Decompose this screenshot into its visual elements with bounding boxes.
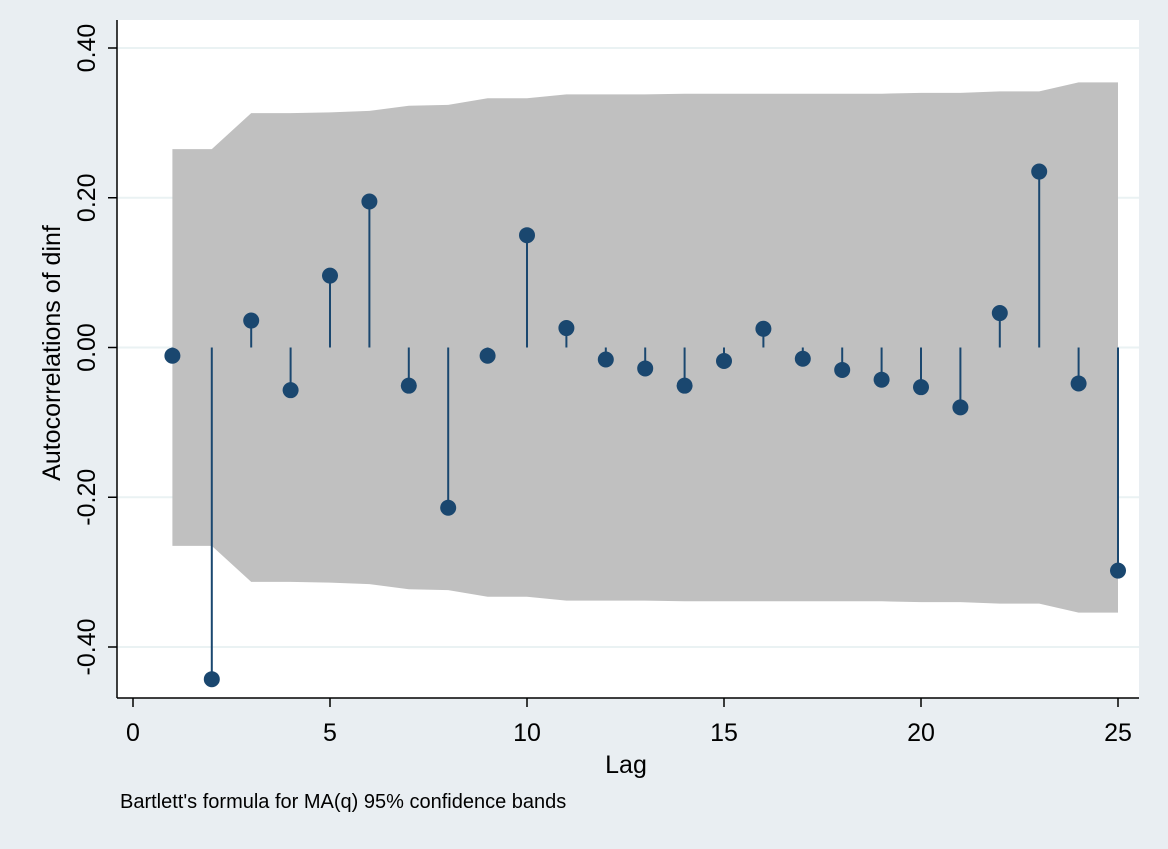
acf-point [558, 320, 575, 337]
acf-point [873, 371, 890, 388]
acf-point [676, 377, 693, 394]
y-ticks: -0.40 -0.20 0.00 0.20 0.40 [73, 24, 117, 676]
x-tick-label: 10 [513, 719, 541, 747]
markers [164, 163, 1126, 688]
acf-point [164, 347, 181, 364]
acf-point [637, 360, 654, 377]
y-axis-title: Autocorrelations of dinf [38, 225, 66, 481]
y-tick-label: 0.00 [73, 323, 101, 372]
chart-note: Bartlett's formula for MA(q) 95% confide… [120, 791, 566, 813]
x-tick-label: 15 [710, 719, 738, 747]
acf-point [440, 499, 457, 516]
acf-point [322, 267, 338, 284]
acf-point [203, 671, 220, 688]
acf-point [243, 312, 260, 329]
x-tick-label: 5 [323, 719, 337, 747]
acf-point [519, 227, 535, 244]
x-tick-label: 25 [1104, 719, 1132, 747]
x-tick-label: 0 [126, 719, 140, 747]
acf-point [913, 379, 929, 396]
acf-point [794, 350, 811, 367]
acf-point [1110, 562, 1126, 579]
x-axis-title: Lag [605, 751, 647, 779]
acf-point [716, 352, 732, 369]
acf-point [1070, 375, 1087, 392]
y-tick-label: 0.20 [73, 173, 101, 222]
x-ticks: 0 5 10 15 20 25 [126, 698, 1132, 747]
acf-point [479, 347, 496, 364]
x-tick-label: 20 [907, 719, 935, 747]
acf-point [1031, 163, 1048, 180]
acf-point [282, 382, 299, 399]
y-tick-label: -0.40 [73, 619, 101, 676]
acf-point [952, 399, 969, 416]
acf-point [361, 193, 378, 210]
acf-point [834, 361, 851, 378]
acf-point [755, 320, 772, 337]
y-tick-label: 0.40 [73, 24, 101, 73]
acf-point [400, 377, 417, 394]
y-tick-label: -0.20 [73, 469, 101, 526]
acf-point [597, 351, 614, 368]
confidence-band [172, 82, 1118, 613]
acf-point [991, 305, 1008, 322]
